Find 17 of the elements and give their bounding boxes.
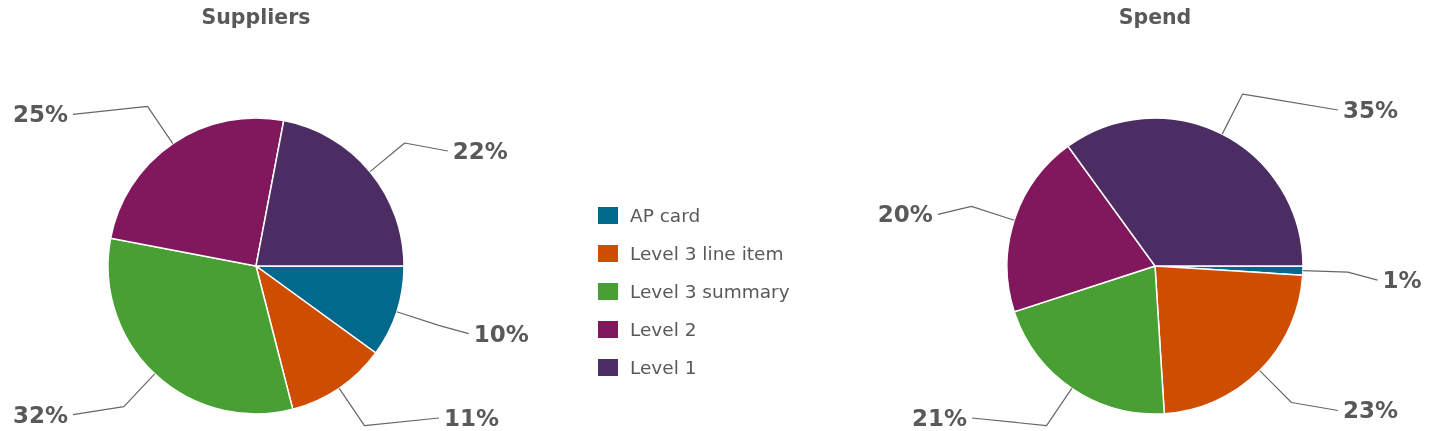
chart-title: Spend — [1117, 5, 1193, 29]
data-label: 10% — [473, 320, 529, 347]
data-label: 11% — [444, 405, 500, 431]
data-label: 35% — [1343, 97, 1399, 123]
legend-label: AP card — [630, 205, 701, 227]
legend-label: Level 3 line item — [630, 243, 784, 265]
data-label: 32% — [12, 401, 68, 428]
legend-label: Level 2 — [630, 318, 697, 340]
legend-label: Level 3 summary — [630, 280, 790, 302]
legend-label: Level 1 — [630, 356, 697, 378]
data-label: 23% — [1343, 397, 1399, 424]
data-label: 22% — [452, 137, 508, 164]
data-label: 25% — [12, 101, 68, 128]
data-label: 21% — [911, 405, 967, 431]
chart-title: Suppliers — [200, 5, 312, 29]
data-label: 1% — [1382, 267, 1422, 294]
data-label: 20% — [877, 201, 933, 228]
